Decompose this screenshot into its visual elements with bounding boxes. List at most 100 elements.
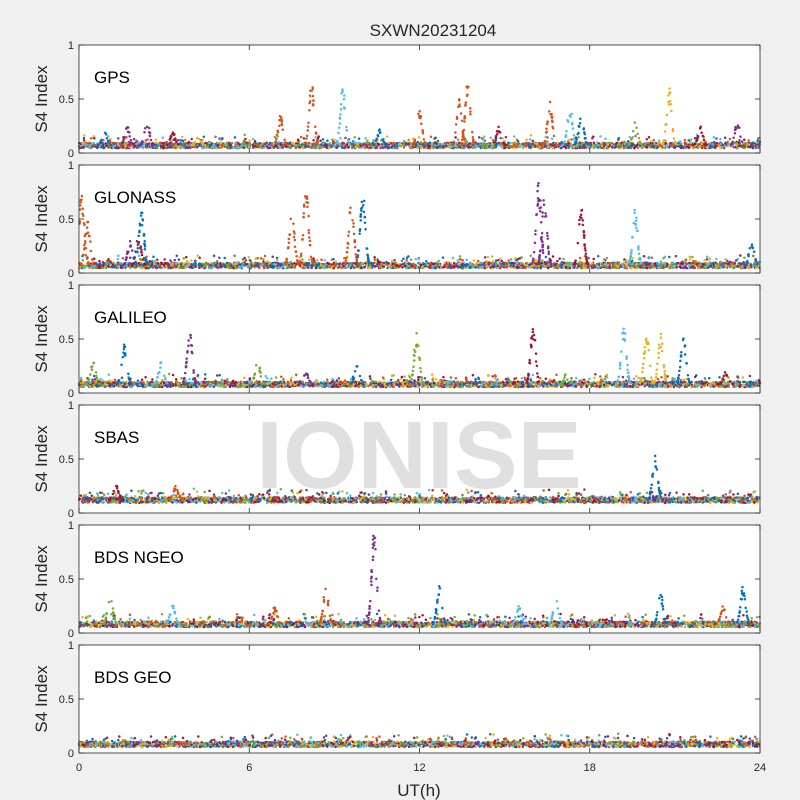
data-point: [338, 117, 342, 120]
data-point: [316, 139, 319, 143]
data-point: [668, 264, 671, 268]
data-point: [281, 128, 285, 131]
data-point: [168, 138, 172, 141]
data-point: [401, 266, 404, 269]
data-point: [364, 137, 367, 140]
data-point: [734, 259, 738, 262]
data-point: [226, 146, 229, 149]
data-point: [186, 142, 190, 145]
data-point: [339, 137, 342, 140]
data-point: [409, 144, 412, 148]
data-point: [466, 93, 469, 96]
data-point: [562, 257, 565, 261]
data-point: [443, 261, 447, 265]
data-point: [703, 258, 706, 262]
data-point: [161, 136, 164, 139]
data-point: [331, 138, 334, 142]
data-point: [433, 137, 436, 140]
data-point: [120, 141, 124, 145]
data-point: [589, 143, 593, 146]
data-point: [701, 145, 704, 149]
data-point: [306, 142, 310, 146]
data-point: [516, 140, 520, 143]
data-point: [179, 138, 183, 142]
data-point: [525, 138, 528, 141]
data-point: [715, 137, 718, 140]
data-point: [545, 127, 548, 130]
data-point: [313, 125, 317, 128]
data-point: [337, 126, 341, 129]
data-point: [288, 142, 291, 145]
data-point: [296, 138, 300, 141]
data-point: [308, 258, 311, 262]
data-point: [379, 144, 383, 147]
data-point: [548, 110, 551, 113]
data-point: [304, 146, 307, 149]
data-point: [689, 142, 692, 145]
data-point: [353, 136, 356, 139]
data-point: [119, 145, 123, 149]
data-point: [420, 122, 423, 126]
data-point: [180, 135, 184, 139]
data-point: [194, 146, 197, 149]
data-point: [455, 145, 459, 148]
data-point: [353, 140, 356, 144]
data-point: [274, 140, 277, 144]
data-point: [606, 146, 610, 150]
data-point: [143, 142, 146, 145]
data-point: [270, 143, 273, 146]
data-point: [476, 142, 480, 146]
data-point: [257, 143, 261, 146]
data-point: [454, 136, 457, 139]
data-point: [218, 256, 221, 259]
data-point: [81, 259, 85, 262]
data-point: [469, 113, 472, 116]
data-point: [313, 142, 316, 146]
data-point: [366, 139, 369, 143]
data-point: [383, 142, 387, 145]
data-point: [706, 146, 709, 149]
data-point: [181, 143, 184, 146]
data-point: [513, 141, 516, 145]
data-point: [457, 145, 461, 149]
data-point: [281, 141, 285, 144]
data-point: [674, 142, 678, 146]
data-point: [318, 144, 322, 148]
data-point: [230, 141, 234, 145]
data-point: [97, 263, 100, 266]
data-point: [347, 138, 350, 142]
data-point: [593, 146, 596, 150]
data-point: [546, 145, 550, 149]
data-point: [173, 258, 177, 262]
data-point: [461, 258, 464, 262]
data-point: [515, 145, 519, 149]
data-point: [343, 106, 346, 110]
data-point: [468, 145, 471, 148]
data-point: [165, 143, 169, 146]
data-point: [552, 134, 556, 138]
data-point: [662, 138, 666, 142]
data-point: [446, 141, 449, 145]
data-point: [278, 118, 281, 122]
data-point: [98, 259, 101, 263]
data-point: [363, 265, 367, 268]
data-point: [675, 265, 679, 269]
data-point: [419, 146, 423, 150]
data-point: [259, 257, 263, 260]
data-point: [341, 89, 344, 93]
data-point: [345, 143, 349, 147]
data-point: [541, 259, 544, 262]
data-point: [281, 145, 285, 149]
data-point: [418, 261, 421, 265]
data-point: [333, 145, 336, 148]
data-point: [657, 139, 661, 143]
data-point: [93, 137, 96, 140]
data-point: [625, 259, 628, 262]
data-point: [502, 141, 506, 145]
data-point: [114, 141, 118, 145]
data-point: [280, 123, 284, 127]
data-point: [233, 136, 237, 139]
data-point: [311, 94, 315, 98]
data-point: [570, 112, 573, 116]
data-point: [182, 257, 186, 260]
